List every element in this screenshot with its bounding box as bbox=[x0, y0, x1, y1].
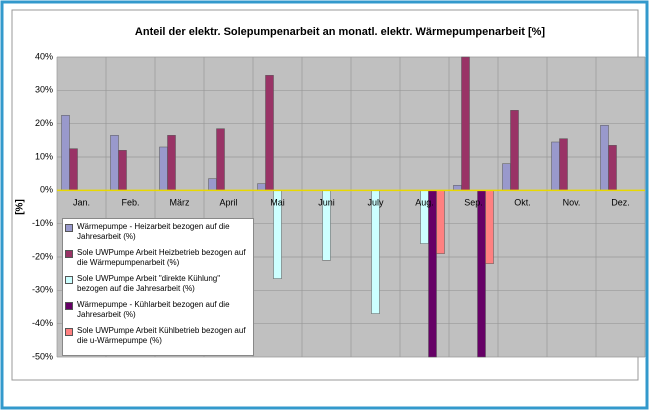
y-tick-label: -50% bbox=[32, 351, 53, 361]
bar bbox=[559, 138, 568, 191]
x-tick-label: Jan. bbox=[73, 198, 90, 208]
bar bbox=[208, 178, 217, 191]
legend-entry: Sole UWPumpe Arbeit "direkte Kühlung" be… bbox=[65, 274, 251, 294]
legend-entry: Wärmepumpe - Heizarbeit bezogen auf die … bbox=[65, 222, 251, 242]
legend-label: Wärmepumpe - Heizarbeit bezogen auf die … bbox=[77, 222, 230, 241]
bar bbox=[61, 115, 70, 191]
legend-swatch bbox=[65, 250, 73, 258]
bar bbox=[371, 190, 380, 314]
bar bbox=[167, 135, 176, 191]
bar bbox=[118, 150, 127, 191]
x-tick-label: März bbox=[170, 198, 190, 208]
legend-swatch bbox=[65, 302, 73, 310]
bar bbox=[600, 125, 609, 191]
legend-label: Sole UWPumpe Arbeit "direkte Kühlung" be… bbox=[77, 274, 221, 293]
y-tick-label: 30% bbox=[35, 85, 53, 95]
legend-swatch bbox=[65, 328, 73, 336]
y-tick-label: -20% bbox=[32, 251, 53, 261]
legend-entry: Sole UWPumpe Arbeit Heizbetrieb bezogen … bbox=[65, 248, 251, 268]
bar bbox=[436, 190, 445, 254]
bar bbox=[159, 146, 168, 191]
legend-label: Wärmepumpe - Kühlarbeit bezogen auf die … bbox=[77, 300, 230, 319]
bar bbox=[265, 75, 274, 191]
bar bbox=[461, 56, 470, 191]
bar bbox=[551, 141, 560, 191]
bar bbox=[485, 190, 494, 264]
y-axis-label: [%] bbox=[15, 199, 26, 215]
x-tick-label: Nov. bbox=[563, 198, 581, 208]
y-tick-label: -40% bbox=[32, 318, 53, 328]
bar bbox=[257, 183, 266, 191]
y-tick-label: -30% bbox=[32, 285, 53, 295]
bar bbox=[428, 190, 437, 358]
x-tick-label: Mai bbox=[270, 198, 285, 208]
legend-entry: Wärmepumpe - Kühlarbeit bezogen auf die … bbox=[65, 300, 251, 320]
x-tick-label: Dez. bbox=[611, 198, 630, 208]
y-tick-label: 0% bbox=[40, 185, 53, 195]
chart-title: Anteil der elektr. Solepumpenarbeit an m… bbox=[135, 26, 545, 38]
x-tick-label: Aug. bbox=[415, 198, 434, 208]
bar bbox=[608, 145, 617, 191]
y-tick-label: -10% bbox=[32, 218, 53, 228]
x-tick-label: Sep. bbox=[464, 198, 483, 208]
bar bbox=[510, 110, 519, 191]
legend-entry: Sole UWPumpe Arbeit Kühlbetrieb bezogen … bbox=[65, 326, 251, 346]
y-tick-label: 40% bbox=[35, 51, 53, 61]
x-tick-label: July bbox=[367, 198, 384, 208]
x-tick-label: Okt. bbox=[514, 198, 531, 208]
bar bbox=[110, 135, 119, 191]
x-tick-label: Juni bbox=[318, 198, 335, 208]
y-tick-label: 20% bbox=[35, 118, 53, 128]
legend-label: Sole UWPumpe Arbeit Kühlbetrieb bezogen … bbox=[77, 326, 246, 345]
x-tick-label: Feb. bbox=[121, 198, 139, 208]
y-tick-label: 10% bbox=[35, 151, 53, 161]
legend-swatch bbox=[65, 224, 73, 232]
legend-swatch bbox=[65, 276, 73, 284]
legend-label: Sole UWPumpe Arbeit Heizbetrieb bezogen … bbox=[77, 248, 246, 267]
x-tick-label: April bbox=[219, 198, 237, 208]
bar bbox=[477, 190, 486, 358]
bar bbox=[502, 163, 511, 191]
bar bbox=[69, 148, 78, 191]
bar bbox=[216, 128, 225, 191]
legend: Wärmepumpe - Heizarbeit bezogen auf die … bbox=[62, 218, 254, 356]
